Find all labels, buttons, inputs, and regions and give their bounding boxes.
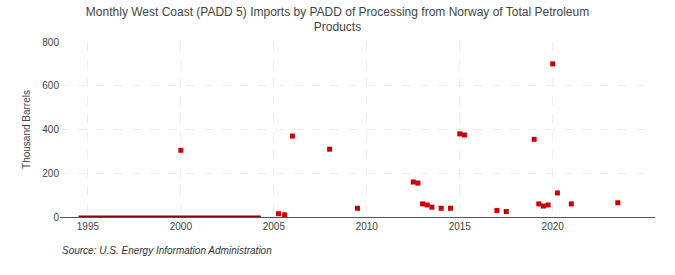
svg-text:0: 0 bbox=[53, 212, 59, 223]
svg-text:Thousand Barrels: Thousand Barrels bbox=[21, 90, 32, 169]
svg-text:2010: 2010 bbox=[356, 221, 379, 232]
svg-text:2005: 2005 bbox=[263, 221, 286, 232]
svg-text:800: 800 bbox=[42, 37, 59, 48]
svg-text:2000: 2000 bbox=[170, 221, 193, 232]
svg-text:1995: 1995 bbox=[77, 221, 100, 232]
svg-text:Monthly West Coast (PADD 5) Im: Monthly West Coast (PADD 5) Imports by P… bbox=[86, 5, 589, 35]
svg-text:400: 400 bbox=[42, 124, 59, 135]
svg-text:2015: 2015 bbox=[449, 221, 472, 232]
svg-text:Source: U.S. Energy Informatio: Source: U.S. Energy Information Administ… bbox=[62, 245, 272, 256]
svg-text:600: 600 bbox=[42, 80, 59, 91]
svg-text:2020: 2020 bbox=[542, 221, 565, 232]
svg-text:200: 200 bbox=[42, 168, 59, 179]
